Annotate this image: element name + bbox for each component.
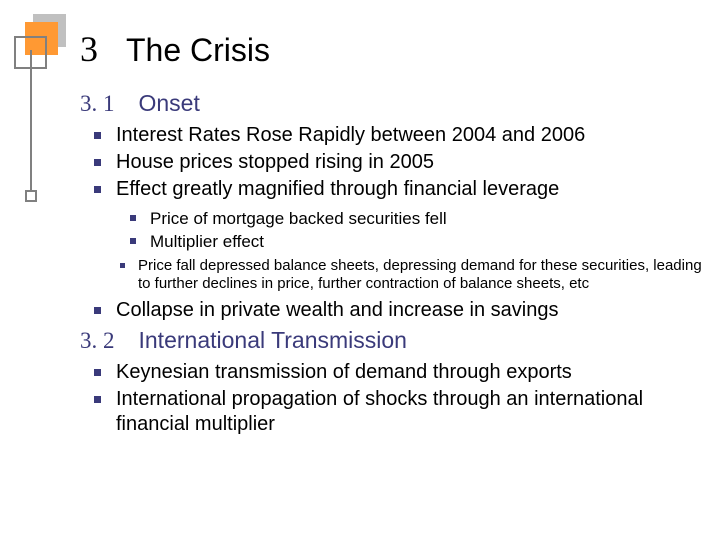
subsection-number: 3. 2 xyxy=(80,328,115,354)
subsection-title: Onset xyxy=(139,90,200,117)
section-number: 3 xyxy=(80,28,98,70)
bullet-list-l3: Price fall depressed balance sheets, dep… xyxy=(118,257,702,295)
list-item: House prices stopped rising in 2005 xyxy=(90,150,702,175)
bullet-list-l2: Price of mortgage backed securities fell… xyxy=(128,208,702,253)
list-item: Collapse in private wealth and increase … xyxy=(90,298,702,323)
list-item: International propagation of shocks thro… xyxy=(90,387,702,437)
slide-decoration xyxy=(12,14,66,184)
section-title: The Crisis xyxy=(126,32,270,69)
slide-content: 3 The Crisis 3. 1 Onset Interest Rates R… xyxy=(80,28,702,441)
subsection-row: 3. 1 Onset xyxy=(80,90,702,117)
subsection-row: 3. 2 International Transmission xyxy=(80,327,702,354)
title-row: 3 The Crisis xyxy=(80,28,702,70)
list-item: Price of mortgage backed securities fell xyxy=(128,208,702,229)
bullet-list-l1: Keynesian transmission of demand through… xyxy=(90,360,702,437)
list-item: Effect greatly magnified through financi… xyxy=(90,177,702,202)
deco-line-endcap xyxy=(25,190,37,202)
bullet-list-l1: Interest Rates Rose Rapidly between 2004… xyxy=(90,123,702,202)
deco-vertical-line xyxy=(30,50,32,194)
subsection-number: 3. 1 xyxy=(80,91,115,117)
list-item: Price fall depressed balance sheets, dep… xyxy=(118,257,702,295)
subsection-title: International Transmission xyxy=(139,327,407,354)
list-item: Multiplier effect xyxy=(128,231,702,252)
list-item: Interest Rates Rose Rapidly between 2004… xyxy=(90,123,702,148)
bullet-list-l1: Collapse in private wealth and increase … xyxy=(90,298,702,323)
list-item: Keynesian transmission of demand through… xyxy=(90,360,702,385)
